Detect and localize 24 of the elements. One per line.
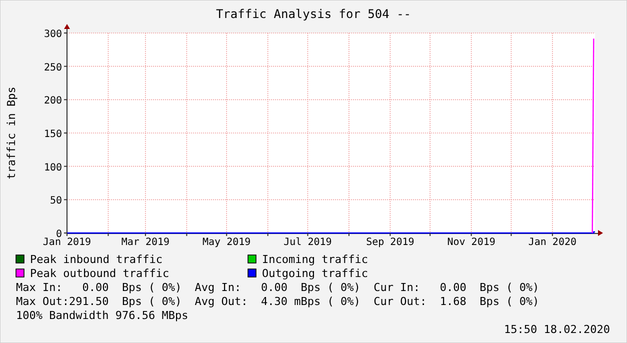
y-tick-label: 200 [44,96,62,107]
legend-label: Outgoing traffic [262,267,368,280]
text: 15:50 18.02.2020 [504,323,610,336]
chart-title: Traffic Analysis for 504 -- [216,7,412,21]
legend-label: Peak inbound traffic [30,253,162,266]
x-tick-label: Nov 2019 [447,237,496,248]
y-tick-label: 300 [44,29,62,40]
y-tick-label: 100 [44,162,62,174]
x-tick-label: Jan 2019 [42,237,92,248]
x-tick-label: Sep 2019 [366,237,414,248]
y-axis-title: traffic in Bps [5,86,18,180]
text: Max Out:291.50 Bps ( 0%) Avg Out: 4.30 mBps ( 0%) Cur Out: 1.68 Bps ( 0%) [16,295,540,308]
x-tick-label: Jul 2019 [284,237,332,248]
y-tick-label: 50 [50,196,62,207]
y-tick-label: 0 [56,229,62,240]
y-tick-label: 150 [44,129,62,140]
y-tick-label: 250 [44,62,62,74]
legend-label: Incoming traffic [262,253,368,266]
legend-label: Peak outbound traffic [30,267,170,280]
x-tick-label: Mar 2019 [121,237,170,248]
text: Max In: 0.00 Bps ( 0%) Avg In: 0.00 Bps ( 0%) Cur In: 0.00 Bps ( 0%) [16,281,540,294]
x-tick-label: Jan 2020 [528,237,577,248]
x-tick-label: May 2019 [202,237,251,248]
text: 100% Bandwidth 976.56 MBps [16,309,188,322]
